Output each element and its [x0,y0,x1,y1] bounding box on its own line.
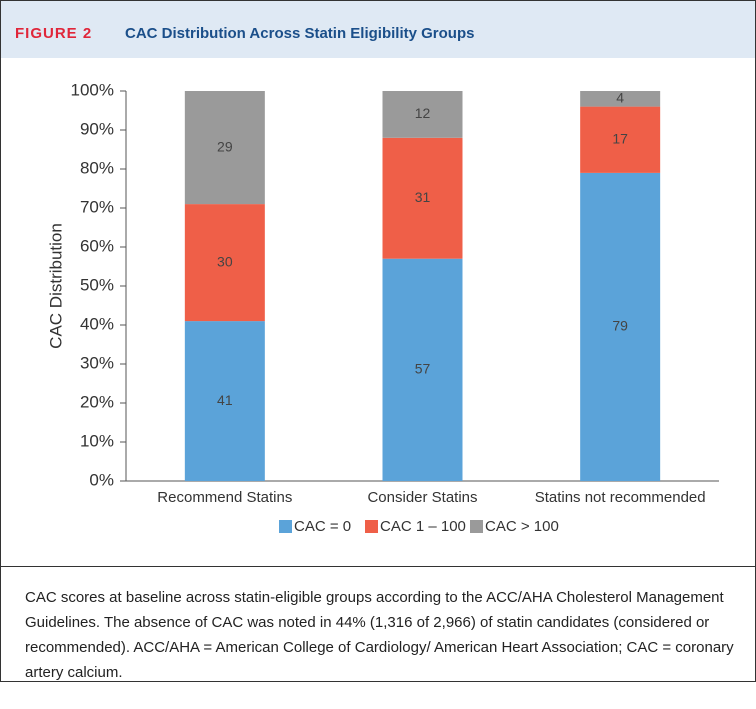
bar-segment [580,172,661,481]
y-tick-label: 30% [80,353,114,372]
y-axis-label: CAC Distribution [46,223,65,349]
legend-label: CAC > 100 [485,518,559,535]
data-label: 31 [415,189,431,205]
y-tick-label: 0% [89,470,114,489]
bar-segment [184,91,265,205]
legend-label: CAC = 0 [294,518,351,535]
bar-segment [382,137,463,259]
y-tick-label: 50% [80,275,114,294]
legend-swatch [470,520,483,533]
y-tick-label: 100% [71,80,114,99]
y-tick-label: 90% [80,119,114,138]
caption: CAC scores at baseline across statin-eli… [25,589,734,681]
y-tick-label: 80% [80,158,114,177]
figure-header: FIGURE 2 CAC Distribution Across Statin … [1,1,755,58]
bar-segment [382,258,463,481]
legend-swatch [365,520,378,533]
chart-title: CAC Distribution Across Statin Eligibili… [125,25,475,42]
y-tick-label: 70% [80,197,114,216]
bar-segment [580,106,661,173]
y-tick-label: 60% [80,236,114,255]
data-label: 17 [612,130,628,146]
data-label: 12 [415,105,431,121]
bar-segment [184,204,265,322]
x-tick-label: Recommend Statins [157,489,292,506]
data-label: 41 [217,392,233,408]
y-tick-label: 40% [80,314,114,333]
y-tick-label: 20% [80,392,114,411]
legend-label: CAC 1 – 100 [380,518,466,535]
bar-segment [184,321,265,481]
separator [1,566,755,567]
figure: FIGURE 2 CAC Distribution Across Statin … [0,0,756,682]
data-label: 29 [217,138,233,154]
chart: CAC Distribution 0% 10% 20% 30% 40% 50% 60% 70%… [46,80,719,535]
data-label: 79 [612,318,628,334]
bar-segment [580,91,661,107]
x-tick-label: Consider Statins [367,489,477,506]
y-tick-label: 10% [80,431,114,450]
bar-segment [382,91,463,138]
data-label: 30 [217,253,233,269]
figure-label: FIGURE 2 [15,25,93,42]
legend-swatch [279,520,292,533]
data-label: 4 [616,90,624,106]
x-tick-label: Statins not recommended [535,489,706,506]
data-label: 57 [415,361,431,377]
